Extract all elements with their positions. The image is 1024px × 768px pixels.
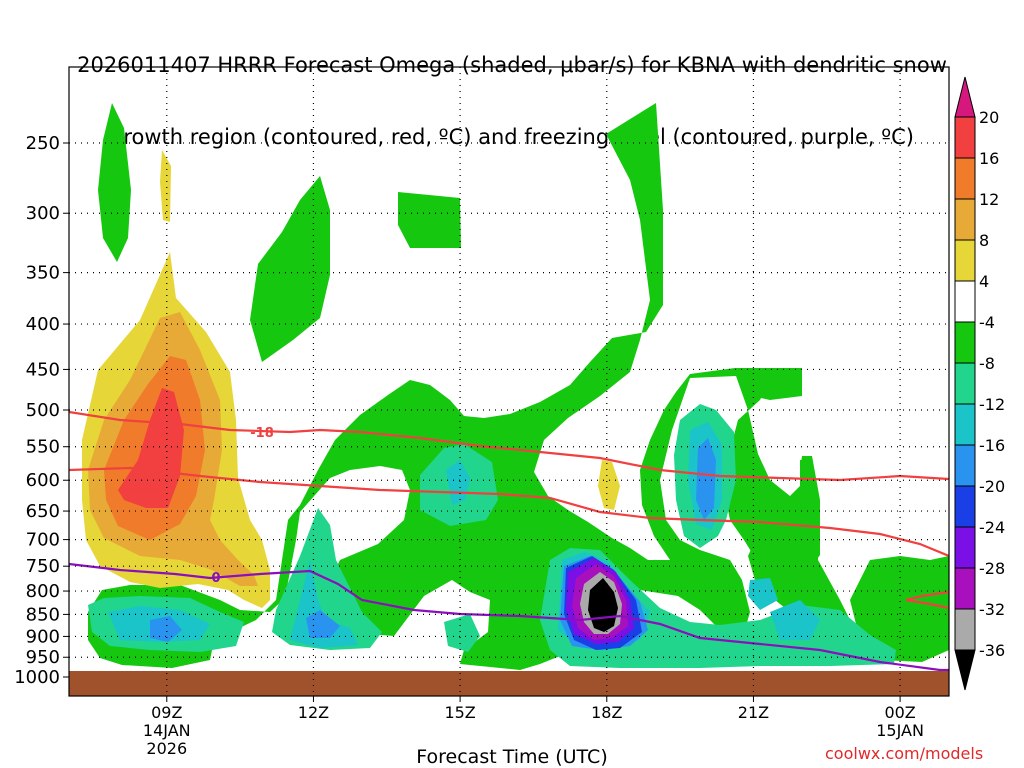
colorbar-bin-9 — [954, 485, 976, 528]
omega-region-4-0 — [160, 150, 171, 222]
colorbar-label-neg28: -28 — [979, 559, 1005, 578]
colorbar-bin-12 — [954, 608, 976, 651]
omega-region-neg4-1 — [250, 176, 330, 362]
colorbar-bin-3 — [954, 239, 976, 282]
y-axis: 2503003504004505005506006507007508008509… — [14, 133, 69, 688]
x-tick-label-00Z: 00Z — [884, 703, 915, 722]
omega-region-16-0 — [118, 388, 184, 508]
y-tick-label-450: 450 — [26, 359, 60, 380]
dgz-contour-minus18 — [69, 410, 949, 482]
colorbar-bin-10 — [954, 526, 976, 569]
y-tick-label-750: 750 — [26, 556, 60, 577]
ground-bar — [69, 671, 949, 696]
colorbar-bin-0 — [954, 116, 976, 159]
colorbar: 20 16 12 8 4 -4 -8 -12 -16 -20 -24 -28 -32 -36 — [954, 76, 1005, 691]
colorbar-top-arrow — [954, 76, 976, 118]
colorbar-label-16: 16 — [979, 149, 999, 168]
colorbar-bin-6 — [954, 362, 976, 405]
y-tick-label-1000: 1000 — [14, 667, 60, 688]
y-tick-label-950: 950 — [26, 647, 60, 668]
dgz-label-minus18: -18 — [250, 426, 274, 441]
y-tick-label-350: 350 — [26, 263, 60, 284]
omega-region-4-2 — [598, 460, 620, 510]
freezing-label-0: 0 — [211, 571, 220, 586]
x-tick-label-09Z: 09Z — [151, 703, 182, 722]
ground-layer — [69, 671, 949, 696]
colorbar-label-neg20: -20 — [979, 477, 1005, 496]
y-tick-label-700: 700 — [26, 530, 60, 551]
colorbar-bottom-arrow — [954, 649, 976, 691]
colorbar-label-4: 4 — [979, 272, 989, 291]
title-line-2: growth region (contoured, red, ºC) and f… — [110, 125, 914, 149]
colorbar-label-neg16: -16 — [979, 436, 1005, 455]
y-tick-label-400: 400 — [26, 314, 60, 335]
x-tick-label-21Z: 21Z — [738, 703, 769, 722]
colorbar-label-neg12: -12 — [979, 395, 1005, 414]
colorbar-label-20: 20 — [979, 108, 999, 127]
omega-region-neg12-6 — [748, 578, 778, 610]
omega-region-neg16-1 — [306, 610, 340, 638]
omega-shading — [82, 103, 949, 670]
colorbar-bin-8 — [954, 444, 976, 487]
colorbar-bin-2 — [954, 198, 976, 241]
colorbar-bin-1 — [954, 157, 976, 200]
y-tick-label-800: 800 — [26, 581, 60, 602]
omega-region-neg16-2 — [696, 438, 716, 520]
x-axis-title: Forecast Time (UTC) — [416, 746, 608, 768]
omega-region-neg4-0 — [98, 103, 131, 262]
x-tick-year-09Z: 2026 — [146, 739, 187, 758]
omega-region-neg12-1 — [290, 560, 358, 648]
colorbar-label-neg36: -36 — [979, 641, 1005, 660]
plot-frame — [68, 66, 950, 697]
colorbar-bin-7 — [954, 403, 976, 446]
y-tick-label-650: 650 — [26, 501, 60, 522]
x-tick-date-00Z: 15JAN — [876, 721, 924, 740]
y-tick-label-550: 550 — [26, 437, 60, 458]
y-tick-label-900: 900 — [26, 626, 60, 647]
chart-title: 2026011407 HRRR Forecast Omega (shaded, … — [0, 5, 1024, 173]
colorbar-bin-4 — [954, 280, 976, 323]
x-tick-label-12Z: 12Z — [298, 703, 329, 722]
omega-region-neg4-2 — [398, 192, 461, 248]
colorbar-label-neg8: -8 — [979, 354, 995, 373]
colorbar-label-neg32: -32 — [979, 600, 1005, 619]
dgz-contour-edge — [905, 590, 949, 610]
y-tick-label-600: 600 — [26, 470, 60, 491]
colorbar-label-neg24: -24 — [979, 518, 1005, 537]
y-tick-label-250: 250 — [26, 133, 60, 154]
title-line-1: 2026011407 HRRR Forecast Omega (shaded, … — [77, 53, 947, 77]
y-tick-label-500: 500 — [26, 400, 60, 421]
y-tick-label-300: 300 — [26, 203, 60, 224]
contour-layer: -18 0 — [69, 410, 949, 672]
colorbar-label-12: 12 — [979, 190, 999, 209]
dgz-contour-minus12 — [69, 466, 949, 558]
colorbar-label-neg4: -4 — [979, 313, 995, 332]
x-tick-label-18Z: 18Z — [591, 703, 622, 722]
credit-link[interactable]: coolwx.com/models — [825, 744, 984, 763]
colorbar-bin-5 — [954, 321, 976, 364]
colorbar-label-8: 8 — [979, 231, 989, 250]
freezing-level-contour — [69, 562, 949, 672]
colorbar-bin-11 — [954, 567, 976, 610]
omega-region-neg4-4 — [750, 368, 802, 400]
omega-region-neg16-0 — [150, 616, 182, 642]
x-tick-date-09Z: 14JAN — [143, 721, 191, 740]
omega-region-neg8-5 — [444, 614, 480, 652]
x-tick-label-15Z: 15Z — [444, 703, 475, 722]
omega-region-neg12-5 — [770, 600, 820, 640]
y-tick-label-850: 850 — [26, 604, 60, 625]
